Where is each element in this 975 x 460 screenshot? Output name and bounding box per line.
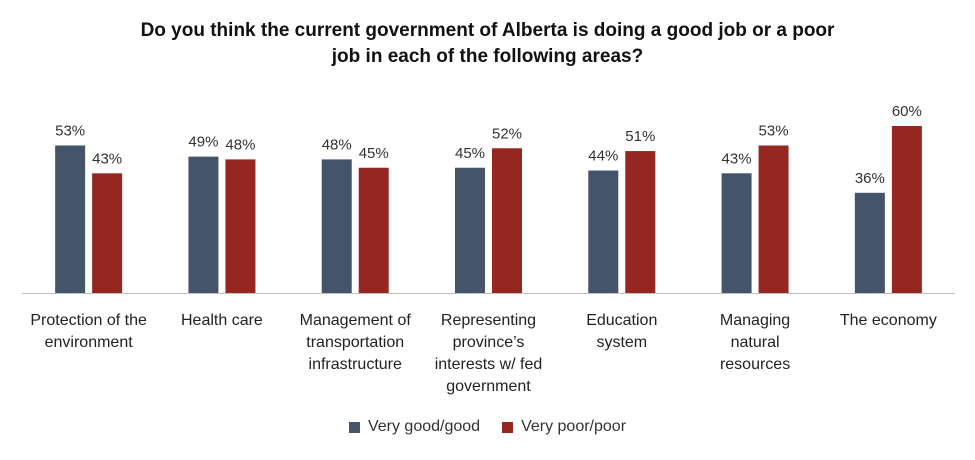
bar-good-2 — [321, 159, 352, 293]
data-label-good-4: 44% — [588, 148, 618, 165]
legend-label-poor: Very poor/poor — [521, 418, 627, 435]
bar-good-3 — [455, 167, 485, 293]
category-label-1: Health care — [181, 312, 263, 329]
data-label-good-2: 48% — [322, 136, 352, 153]
category-label-line: transportation — [306, 334, 404, 351]
legend-swatch-good — [348, 421, 360, 433]
data-label-good-6: 36% — [855, 170, 885, 187]
bar-poor-1 — [225, 159, 256, 293]
bar-poor-3 — [492, 148, 522, 293]
category-label-line: infrastructure — [309, 356, 402, 373]
bar-poor-2 — [358, 167, 389, 293]
data-label-poor-2: 45% — [359, 145, 389, 162]
data-label-poor-6: 60% — [892, 103, 922, 120]
bar-good-5 — [721, 173, 752, 293]
data-label-poor-4: 51% — [625, 128, 655, 145]
category-label-0: Protection of the environment — [30, 312, 147, 351]
bar-good-4 — [588, 170, 619, 293]
chart-title-line-1: Do you think the current government of A… — [140, 20, 835, 41]
bar-good-6 — [854, 192, 885, 293]
legend-item-good: Very good/good — [348, 418, 481, 436]
legend-label-good: Very good/good — [367, 418, 481, 435]
category-label-line: The economy — [840, 312, 937, 329]
data-label-good-0: 53% — [55, 122, 85, 139]
category-label-2: Management of transportation infrastructur… — [300, 312, 412, 373]
category-label-line: Protection of the — [30, 312, 147, 329]
data-label-good-3: 45% — [455, 145, 485, 162]
category-label-line: system — [596, 334, 647, 351]
bar-poor-6 — [891, 126, 922, 293]
legend: Very good/good Very poor/poor — [0, 418, 975, 436]
chart-title-line-2: job in each of the following areas? — [331, 46, 644, 67]
bar-poor-4 — [625, 151, 656, 293]
bar-poor-0 — [92, 173, 123, 293]
bar-good-0 — [55, 145, 86, 293]
data-label-good-5: 43% — [722, 150, 752, 167]
category-label-line: Managing — [720, 312, 790, 329]
chart-title: Do you think the current government of A… — [0, 18, 975, 70]
data-label-poor-0: 43% — [92, 150, 122, 167]
category-label-line: resources — [720, 356, 790, 373]
category-label-line: Representing — [441, 312, 536, 329]
category-label-line: Health care — [181, 312, 263, 329]
data-label-poor-1: 48% — [225, 136, 255, 153]
bar-good-1 — [188, 156, 219, 293]
data-label-good-1: 49% — [188, 134, 218, 151]
category-label-line: interests w/ fed — [435, 356, 543, 373]
category-label-line: Management of — [300, 312, 412, 329]
legend-item-poor: Very poor/poor — [502, 418, 626, 436]
category-label-line: natural — [731, 334, 780, 351]
bar-poor-5 — [758, 145, 789, 293]
category-label-3: Representing province’s interests w/ fed go… — [435, 312, 543, 395]
category-label-line: province’s — [453, 334, 525, 351]
category-label-line: environment — [45, 334, 134, 351]
category-label-4: Education system — [586, 312, 657, 351]
legend-swatch-poor — [502, 421, 514, 433]
category-label-5: Managing natural resources — [720, 312, 790, 373]
category-label-line: Education — [586, 312, 657, 329]
category-label-line: government — [446, 378, 531, 395]
data-label-poor-5: 53% — [759, 122, 789, 139]
data-label-poor-3: 52% — [492, 125, 522, 142]
category-label-6: The economy — [840, 312, 937, 329]
